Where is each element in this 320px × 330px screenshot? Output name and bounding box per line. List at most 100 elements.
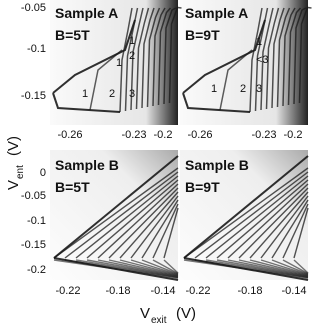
- panel-bg: [180, 0, 308, 125]
- trace: [216, 179, 309, 259]
- trace: [183, 155, 309, 259]
- trace: [249, 7, 263, 113]
- trace: [152, 7, 166, 107]
- traces: [52, 6, 312, 281]
- trace: [141, 7, 155, 109]
- annotation: 2: [109, 88, 115, 100]
- trace: [75, 175, 179, 259]
- y-tick-label: -0.05: [21, 190, 46, 202]
- trace: [238, 259, 309, 277]
- trace: [254, 7, 269, 112]
- y-axis-subscript: ent: [15, 165, 26, 179]
- trace: [75, 259, 179, 278]
- trace: [119, 191, 179, 259]
- annotation: 1: [129, 35, 135, 47]
- trace: [163, 207, 179, 259]
- panel-label: B=9T: [185, 179, 220, 195]
- x-tick-label: -0.23: [251, 129, 276, 141]
- panel-bg: [50, 0, 178, 125]
- trace: [260, 259, 309, 276]
- annotation: 3: [256, 83, 262, 95]
- trace: [119, 7, 133, 113]
- panel-label: Sample B: [55, 157, 119, 173]
- trace: [157, 7, 172, 106]
- x-tick-label: -0.23: [121, 129, 146, 141]
- trace: [146, 7, 161, 108]
- trace: [287, 7, 302, 106]
- x-tick-label: -0.18: [237, 285, 262, 297]
- annotation: 1: [116, 57, 122, 69]
- trace: [64, 171, 179, 259]
- trace: [108, 187, 179, 259]
- trace: [108, 259, 179, 277]
- trace: [53, 257, 179, 281]
- trace: [86, 259, 179, 278]
- x-tick-label: -0.26: [57, 129, 82, 141]
- trace: [205, 175, 309, 259]
- annotation: <3: [256, 54, 269, 66]
- trace: [282, 259, 309, 275]
- trace: [276, 7, 291, 108]
- trace: [163, 7, 177, 105]
- panel-label: Sample A: [55, 5, 118, 21]
- y-axis-unit: (V): [5, 136, 22, 156]
- trace: [53, 167, 179, 259]
- annotation: 1: [256, 36, 262, 48]
- x-tick-label: -0.2: [154, 129, 173, 141]
- trace: [219, 49, 253, 111]
- y-axis-label: V ent (V): [5, 136, 26, 190]
- trace: [130, 7, 144, 111]
- trace: [183, 257, 309, 281]
- trace: [183, 167, 309, 259]
- trace: [271, 199, 309, 259]
- trace: [194, 171, 309, 259]
- trace: [141, 259, 179, 275]
- x-tick-label: -0.22: [55, 285, 80, 297]
- y-tick-label: -0.1: [27, 43, 46, 55]
- trace: [271, 259, 309, 275]
- x-tick-label: -0.14: [281, 285, 306, 297]
- x-tick-label: -0.14: [150, 285, 175, 297]
- panel-label: Sample B: [185, 157, 249, 173]
- trace: [282, 7, 296, 107]
- trace: [124, 7, 139, 112]
- x-axis-label: V exit (V): [140, 305, 196, 326]
- trace: [152, 259, 179, 275]
- trace: [282, 203, 309, 259]
- y-axis-symbol: V: [5, 180, 22, 190]
- trace: [168, 6, 182, 104]
- trace: [260, 195, 309, 259]
- trace: [163, 259, 179, 274]
- trace: [271, 7, 285, 109]
- x-axis-unit: (V): [176, 305, 196, 322]
- trace: [152, 203, 179, 259]
- x-tick-label: -0.22: [185, 285, 210, 297]
- panel-label: B=9T: [185, 27, 220, 43]
- trace: [130, 259, 179, 276]
- trace: [86, 179, 179, 259]
- trace: [249, 259, 309, 276]
- trace: [182, 19, 266, 113]
- trace: [205, 259, 309, 278]
- trace: [89, 49, 123, 111]
- x-tick-label: -0.26: [187, 129, 212, 141]
- trace: [141, 199, 179, 259]
- trace: [227, 183, 309, 259]
- x-axis-subscript: exit: [151, 315, 167, 326]
- panel-label: B=5T: [55, 179, 90, 195]
- panel-label: Sample A: [185, 5, 248, 21]
- y-tick-label: -0.15: [21, 239, 46, 251]
- trace: [53, 155, 179, 259]
- trace: [298, 6, 312, 104]
- trace: [97, 183, 179, 259]
- trace: [130, 195, 179, 259]
- y-tick-label: -0.1: [27, 215, 46, 227]
- annotation: 3: [129, 88, 135, 100]
- trace: [119, 259, 179, 276]
- trace: [293, 259, 309, 274]
- x-tick-label: -0.18: [105, 285, 130, 297]
- y-tick-label: -0.15: [21, 90, 46, 102]
- y-tick-label: 0: [40, 167, 46, 179]
